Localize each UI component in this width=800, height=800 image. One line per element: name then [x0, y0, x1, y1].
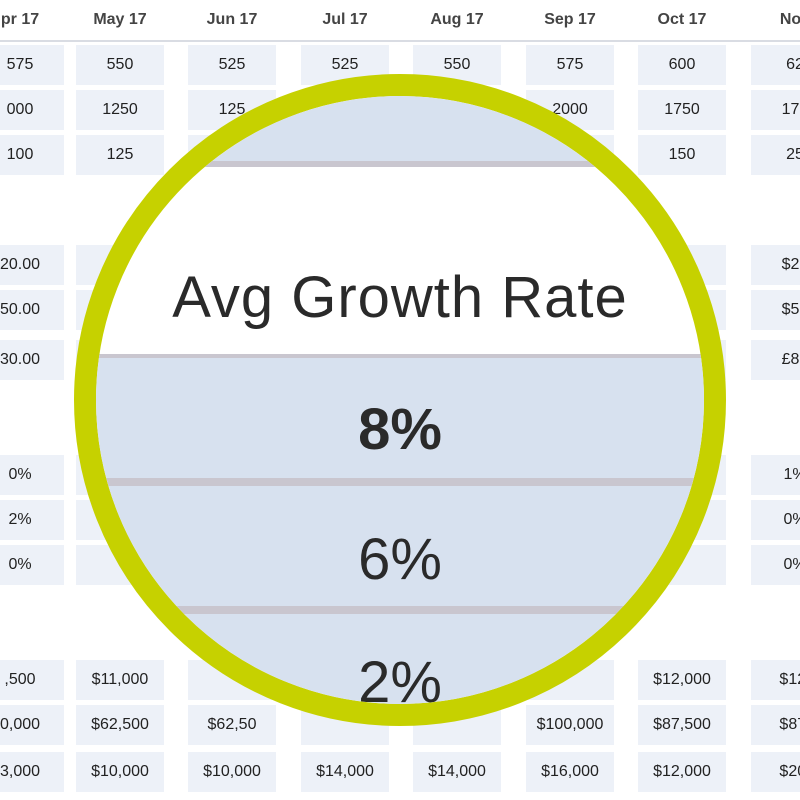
- column-header: Sep 17: [544, 11, 596, 28]
- magnifier-lens: Avg Growth Rate 8% 6% 2%: [74, 74, 726, 726]
- table-cell: $14,000: [413, 752, 501, 792]
- column-header: Oct 17: [657, 11, 707, 28]
- lens-band-2: [96, 486, 704, 606]
- table-cell: 600: [638, 45, 726, 85]
- table-cell: $12,000: [638, 752, 726, 792]
- table-cell: ,500: [0, 660, 64, 700]
- table-cell: $62,500: [76, 705, 164, 745]
- table-cell: $12,: [751, 660, 800, 700]
- growth-rate-value-2: 6%: [358, 527, 442, 592]
- growth-rate-value-3: 2%: [358, 650, 442, 715]
- column-header: May 17: [93, 11, 147, 28]
- table-cell: 20.00: [0, 245, 64, 285]
- table-cell: 3,000: [0, 752, 64, 792]
- lens-separator: [96, 161, 704, 167]
- table-cell: 25: [751, 135, 800, 175]
- column-header: Jul 17: [322, 11, 368, 28]
- table-cell: 2%: [0, 500, 64, 540]
- table-cell: 50.00: [0, 290, 64, 330]
- lens-band-3: [96, 614, 704, 704]
- lens-separator: [96, 354, 704, 358]
- table-cell: $20,: [751, 752, 800, 792]
- table-cell: 0%: [751, 545, 800, 585]
- table-cell: 000: [0, 90, 64, 130]
- lens-separator: [96, 478, 704, 486]
- table-cell: $87,500: [638, 705, 726, 745]
- table-cell: $62,50: [188, 705, 276, 745]
- table-cell: 575: [0, 45, 64, 85]
- table-cell: 0%: [0, 545, 64, 585]
- column-header: pr 17: [0, 11, 40, 28]
- lens-top-band: [96, 96, 704, 161]
- table-cell: 30.00: [0, 340, 64, 380]
- table-cell: 550: [76, 45, 164, 85]
- lens-band-1: [96, 358, 704, 478]
- column-header: Nov: [779, 11, 800, 28]
- table-cell: 525: [188, 45, 276, 85]
- table-cell: $16,000: [526, 752, 614, 792]
- table-cell: $87,: [751, 705, 800, 745]
- table-cell: $14,000: [301, 752, 389, 792]
- table-cell: £80: [751, 340, 800, 380]
- table-cell: 100: [0, 135, 64, 175]
- table-cell: $50: [751, 290, 800, 330]
- lens-separator: [96, 606, 704, 614]
- table-cell: $100,000: [526, 705, 614, 745]
- table-cell: 1%: [751, 455, 800, 495]
- table-cell: 62: [751, 45, 800, 85]
- table-cell: $10,000: [188, 752, 276, 792]
- column-header: Aug 17: [430, 11, 484, 28]
- growth-rate-value-1: 8%: [358, 397, 442, 462]
- avg-growth-rate-label: Avg Growth Rate: [172, 265, 628, 330]
- table-cell: 175: [751, 90, 800, 130]
- column-header: Jun 17: [206, 11, 258, 28]
- header-divider: [0, 40, 800, 42]
- table-cell: 575: [526, 45, 614, 85]
- table-cell: 0%: [751, 500, 800, 540]
- table-cell: 0,000: [0, 705, 64, 745]
- table-cell: 0%: [0, 455, 64, 495]
- table-cell: $10,000: [76, 752, 164, 792]
- table-cell: $20: [751, 245, 800, 285]
